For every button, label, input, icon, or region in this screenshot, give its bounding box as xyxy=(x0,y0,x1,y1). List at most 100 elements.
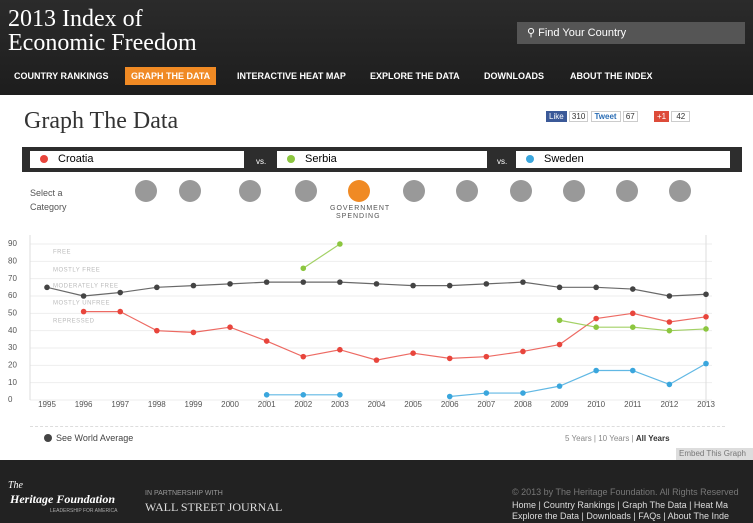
nav-item[interactable]: EXPLORE THE DATA xyxy=(370,71,460,81)
country-dot xyxy=(287,155,295,163)
search-box[interactable]: ⚲ Find Your Country xyxy=(517,22,745,44)
x-tick-label: 2011 xyxy=(624,400,642,409)
x-tick-label: 2001 xyxy=(258,400,276,409)
band-label: MOSTLY FREE xyxy=(53,268,100,274)
category-icon[interactable] xyxy=(135,180,157,202)
data-point xyxy=(337,346,343,353)
data-point xyxy=(556,341,563,348)
data-point xyxy=(373,281,380,287)
nav-item[interactable]: ABOUT THE INDEX xyxy=(570,71,653,81)
data-point xyxy=(593,367,599,374)
data-point xyxy=(446,393,453,400)
category-icon[interactable] xyxy=(616,180,638,202)
series-line xyxy=(302,243,707,332)
org-name: Heritage Foundation xyxy=(10,492,116,506)
range-sep: | xyxy=(591,434,599,443)
category-icon[interactable] xyxy=(348,180,370,202)
average-toggle[interactable]: See World Average xyxy=(44,433,133,443)
data-point xyxy=(337,392,343,398)
y-tick-label: 30 xyxy=(8,343,17,352)
band-label: MOSTLY UNFREE xyxy=(53,301,110,307)
y-tick-label: 90 xyxy=(8,239,17,248)
footer-links[interactable]: Home | Country Rankings | Graph The Data… xyxy=(512,500,728,510)
data-point xyxy=(300,265,307,272)
data-point xyxy=(263,338,270,344)
series-line xyxy=(83,311,707,361)
social: Like 310 Tweet 67 +1 42 xyxy=(546,111,691,122)
data-point xyxy=(190,282,197,289)
country-field[interactable]: Croatia xyxy=(30,151,244,168)
vs: vs. xyxy=(497,157,508,166)
country-name: Sweden xyxy=(544,153,584,165)
data-point xyxy=(373,357,380,363)
data-point xyxy=(666,293,673,299)
y-tick-label: 40 xyxy=(8,326,17,335)
tweet-button[interactable]: Tweet xyxy=(590,111,621,122)
x-tick-label: 2012 xyxy=(660,400,678,409)
data-point xyxy=(227,324,233,330)
x-tick-label: 1997 xyxy=(111,400,129,409)
band-label: REPRESSED xyxy=(53,319,95,325)
data-point xyxy=(446,282,453,289)
country-field[interactable]: Sweden xyxy=(516,151,730,168)
data-point xyxy=(44,284,50,291)
country-name: Serbia xyxy=(305,153,337,165)
category-icon[interactable] xyxy=(179,180,201,202)
range-link[interactable]: 5 Years xyxy=(565,434,592,443)
tweet-count: 67 xyxy=(622,111,638,122)
x-tick-label: 2003 xyxy=(331,400,349,409)
y-tick-label: 80 xyxy=(8,256,17,265)
plus-button[interactable]: +1 xyxy=(653,111,670,122)
footer: The Heritage Foundation LEADERSHIP FOR A… xyxy=(0,460,753,523)
country-field[interactable]: Serbia xyxy=(277,151,487,168)
range-sep: | xyxy=(629,434,636,443)
x-tick-label: 2013 xyxy=(697,400,715,409)
data-point xyxy=(483,353,490,360)
data-point xyxy=(300,279,307,285)
country-dot xyxy=(40,155,48,163)
x-tick-label: 2006 xyxy=(441,400,459,409)
x-tick-label: 2002 xyxy=(294,400,312,409)
data-point xyxy=(337,241,343,247)
selected-category: GOVERNMENT xyxy=(330,205,391,212)
category-icon[interactable] xyxy=(295,180,317,202)
category-icon[interactable] xyxy=(403,180,425,202)
category-icon[interactable] xyxy=(563,180,585,202)
data-point xyxy=(703,314,709,320)
category-icon[interactable] xyxy=(456,180,478,202)
range-link[interactable]: 10 Years xyxy=(598,434,630,443)
x-tick-label: 2000 xyxy=(221,400,239,409)
data-point xyxy=(520,390,526,396)
category-icon[interactable] xyxy=(239,180,261,202)
footer-links[interactable]: Explore the Data | Downloads | FAQs | Ab… xyxy=(512,511,729,521)
data-point xyxy=(556,317,563,324)
nav-item[interactable]: GRAPH THE DATA xyxy=(125,67,217,85)
category-icon[interactable] xyxy=(510,180,532,202)
y-tick-label: 60 xyxy=(8,291,17,300)
data-point xyxy=(593,284,599,291)
data-point xyxy=(666,319,673,325)
nav-item[interactable]: COUNTRY RANKINGS xyxy=(14,71,109,81)
data-point xyxy=(666,381,673,388)
nav-item[interactable]: INTERACTIVE HEAT MAP xyxy=(237,71,346,81)
embed-button[interactable]: Embed This Graph xyxy=(676,448,753,460)
range-links: 5 Years | 10 Years | All Years xyxy=(565,434,670,443)
y-tick-label: 20 xyxy=(8,360,17,369)
y-tick-label: 0 xyxy=(8,395,13,404)
data-point xyxy=(666,327,673,334)
range-link[interactable]: All Years xyxy=(635,434,670,443)
like-button[interactable]: Like xyxy=(546,111,567,122)
x-tick-label: 1995 xyxy=(38,400,56,409)
country-name: Croatia xyxy=(58,153,94,165)
category-prompt: Select a xyxy=(30,188,63,198)
band-label: MODERATELY FREE xyxy=(53,284,119,290)
like-count: 310 xyxy=(568,111,589,122)
data-point xyxy=(410,350,416,356)
nav-item[interactable]: DOWNLOADS xyxy=(484,71,544,81)
data-point xyxy=(629,286,636,292)
x-tick-label: 2004 xyxy=(368,400,386,409)
data-point xyxy=(483,390,490,396)
site-title: Economic Freedom xyxy=(8,30,197,56)
x-tick-label: 1998 xyxy=(148,400,166,409)
category-icon[interactable] xyxy=(669,180,691,202)
